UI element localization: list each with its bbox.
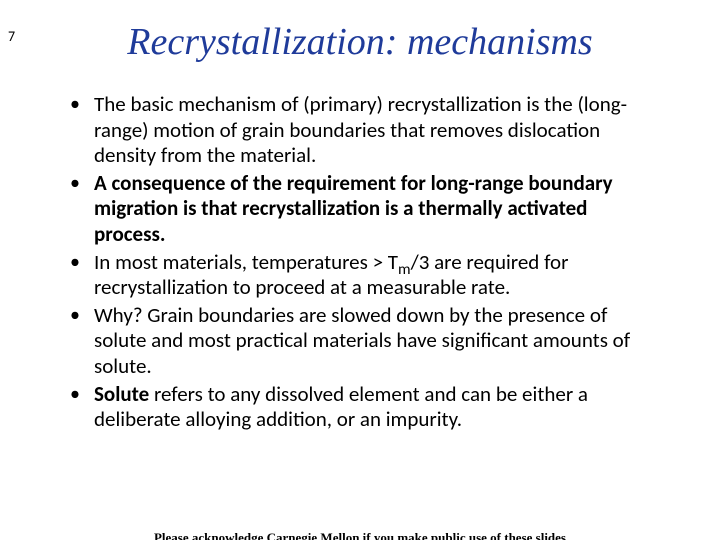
bullet-lead: Solute [94, 381, 149, 407]
bullet-item: Why? Grain boundaries are slowed down by… [62, 303, 650, 380]
bullet-item: Solute refers to any dissolved element a… [62, 382, 650, 433]
slide-title: Recrystallization: mechanisms [0, 20, 720, 64]
slide: 7 Recrystallization: mechanisms The basi… [0, 20, 720, 540]
bullet-text: Why? Grain boundaries are slowed down by… [94, 302, 630, 379]
bullet-item: In most materials, temperatures > Tm/3 a… [62, 250, 650, 301]
footer-text: Please acknowledge Carnegie Mellon if yo… [0, 530, 720, 540]
bullet-rest: refers to any dissolved element and can … [94, 381, 588, 433]
page-number: 7 [8, 28, 15, 45]
bullet-text: A consequence of the requirement for lon… [94, 170, 613, 247]
bullet-text: The basic mechanism of (primary) recryst… [94, 91, 627, 168]
bullet-list: The basic mechanism of (primary) recryst… [0, 92, 720, 433]
bullet-item: The basic mechanism of (primary) recryst… [62, 92, 650, 169]
bullet-item: A consequence of the requirement for lon… [62, 171, 650, 248]
bullet-text-pre: In most materials, temperatures > T [94, 249, 398, 275]
